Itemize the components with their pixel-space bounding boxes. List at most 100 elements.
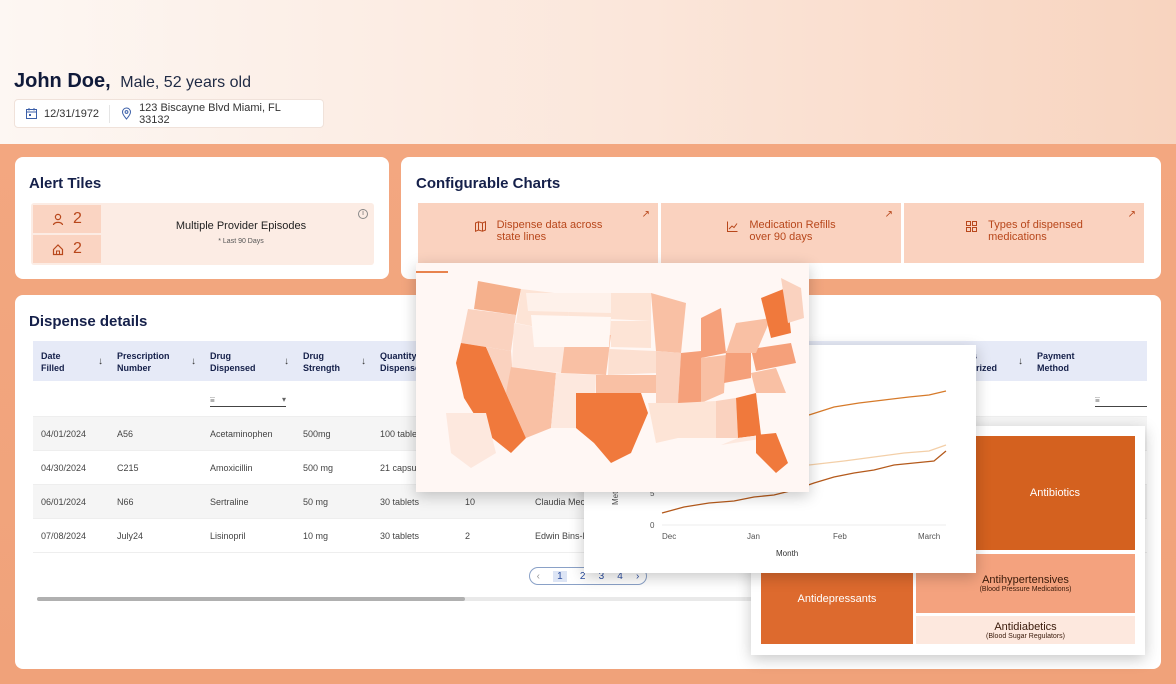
series-lower-line xyxy=(661,450,947,514)
map-state[interactable] xyxy=(531,315,611,347)
page-2-button[interactable]: 2 xyxy=(579,570,586,582)
map-state-florida[interactable] xyxy=(756,433,788,473)
alert-label: Multiple Provider Episodes xyxy=(175,220,307,232)
horizontal-scrollbar[interactable] xyxy=(37,597,1117,601)
col-drug-strength[interactable]: Drug Strength ↓ xyxy=(303,351,366,373)
home-icon xyxy=(52,243,65,256)
configurable-charts-card: Configurable Charts Dispense data across… xyxy=(401,157,1161,279)
drug-filter[interactable]: ⩸ ▾ xyxy=(202,381,295,416)
patient-info-bar: 12/31/1972 123 Biscayne Blvd Miami, FL 3… xyxy=(14,99,324,128)
state-lines-map-popup xyxy=(416,263,809,492)
homes-count-badge: 2 xyxy=(33,235,101,263)
col-prescription-number[interactable]: Prescription Number ↓ xyxy=(117,351,196,373)
y-axis-label: Meth xyxy=(611,487,620,505)
scrollbar-thumb[interactable] xyxy=(37,597,465,601)
configurable-charts-title: Configurable Charts xyxy=(416,175,561,192)
map-state[interactable] xyxy=(726,318,771,353)
map-state-california[interactable] xyxy=(456,343,526,453)
page-3-button[interactable]: 3 xyxy=(598,570,605,582)
patient-name: John Doe, xyxy=(14,70,111,92)
col-quantity-dispensed[interactable]: Quantity Dispense xyxy=(380,351,421,373)
map-state[interactable] xyxy=(611,321,651,348)
map-state-texas[interactable] xyxy=(576,393,648,463)
map-state[interactable] xyxy=(486,347,514,393)
map-state[interactable] xyxy=(474,281,521,315)
map-state[interactable] xyxy=(751,368,786,393)
sort-arrow-icon[interactable]: ↓ xyxy=(191,356,196,367)
map-state[interactable] xyxy=(724,349,751,383)
x-tick-march: March xyxy=(918,532,940,541)
expand-arrow-icon[interactable]: ↗ xyxy=(1127,209,1136,220)
alert-tile[interactable]: 2 2 Multiple Provider Episodes * Last 90… xyxy=(31,203,374,265)
map-state[interactable] xyxy=(701,355,726,403)
map-state[interactable] xyxy=(506,367,556,438)
col-payment-method[interactable]: Payment Method xyxy=(1037,351,1075,373)
address-value: 123 Biscayne Blvd Miami, FL 33132 xyxy=(139,101,281,126)
filter-icon[interactable]: ⩸ xyxy=(1095,395,1147,407)
map-state[interactable] xyxy=(678,401,716,438)
chart-tile-label: Types of dispensed medications xyxy=(988,219,1083,243)
map-state[interactable] xyxy=(721,435,766,445)
map-state[interactable] xyxy=(736,393,761,438)
chart-tile-label: Medication Refills over 90 days xyxy=(749,219,836,243)
expand-arrow-icon[interactable]: ↗ xyxy=(641,209,650,220)
treemap-antidiabetics[interactable]: Antidiabetics (Blood Sugar Regulators) xyxy=(916,616,1135,644)
col-drug-dispensed[interactable]: Drug Dispensed ↓ xyxy=(210,351,289,373)
map-state[interactable] xyxy=(651,293,686,353)
chart-tile-refills[interactable]: Medication Refills over 90 days ↗ xyxy=(661,203,901,263)
chevron-down-icon: ▾ xyxy=(281,395,286,404)
sort-arrow-icon[interactable]: ↓ xyxy=(361,356,366,367)
map-state[interactable] xyxy=(648,403,678,443)
calendar-icon xyxy=(25,107,38,120)
map-state-illinois[interactable] xyxy=(678,351,701,403)
patient-summary: Male, 52 years old xyxy=(120,74,251,91)
chart-tile-label: Dispense data across state lines xyxy=(496,219,603,243)
line-chart: Meth 5 0 Dec Jan Feb March Month xyxy=(611,390,947,558)
map-state[interactable] xyxy=(701,308,726,358)
location-pin-icon xyxy=(120,107,133,120)
series-upper-line xyxy=(808,390,947,416)
page-4-button[interactable]: 4 xyxy=(617,570,623,582)
filter-dropdown[interactable]: ⩸ ▾ xyxy=(210,395,286,407)
chart-tile-state-lines[interactable]: Dispense data across state lines ↗ xyxy=(418,203,658,263)
chart-tile-types[interactable]: Types of dispensed medications ↗ xyxy=(904,203,1144,263)
line-chart-icon xyxy=(726,220,739,233)
address-field: 123 Biscayne Blvd Miami, FL 33132 xyxy=(109,101,323,126)
expand-arrow-icon[interactable]: ↗ xyxy=(884,209,893,220)
person-icon xyxy=(52,213,65,226)
x-tick-dec: Dec xyxy=(662,532,676,541)
map-state-alaska[interactable] xyxy=(446,413,496,468)
map-state[interactable] xyxy=(656,351,681,403)
dispense-details-title: Dispense details xyxy=(29,313,148,330)
prev-page-button[interactable]: ‹ xyxy=(536,570,540,582)
map-state[interactable] xyxy=(611,293,651,321)
providers-count-badge: 2 xyxy=(33,205,101,233)
map-icon xyxy=(474,220,487,233)
y-tick-0: 0 xyxy=(650,521,655,530)
info-icon[interactable]: i xyxy=(358,209,368,219)
x-tick-jan: Jan xyxy=(747,532,760,541)
map-state[interactable] xyxy=(781,278,804,323)
col-date-filled[interactable]: Date Filled ↓ xyxy=(41,351,103,373)
map-state[interactable] xyxy=(526,293,616,313)
alert-sublabel: * Last 90 Days xyxy=(218,238,264,245)
sort-arrow-icon[interactable]: ↓ xyxy=(98,356,103,367)
x-tick-feb: Feb xyxy=(833,532,847,541)
map-state[interactable] xyxy=(596,375,656,393)
map-state-new-york[interactable] xyxy=(761,288,791,338)
map-state[interactable] xyxy=(751,343,796,371)
payment-filter[interactable]: ⩸ xyxy=(1087,381,1147,416)
map-state[interactable] xyxy=(461,309,516,351)
alert-tiles-title: Alert Tiles xyxy=(29,175,102,192)
alert-tiles-card: Alert Tiles 2 2 Multiple Provider Episod… xyxy=(15,157,389,279)
x-axis-label: Month xyxy=(776,549,798,558)
map-state[interactable] xyxy=(608,349,656,375)
providers-count: 2 xyxy=(73,210,82,227)
treemap-antibiotics[interactable]: Antibiotics xyxy=(975,436,1135,550)
sort-arrow-icon[interactable]: ↓ xyxy=(284,356,289,367)
sort-arrow-icon[interactable]: ↓ xyxy=(1018,356,1023,367)
next-page-button[interactable]: › xyxy=(636,570,640,582)
map-state[interactable] xyxy=(716,398,738,438)
patient-heading: John Doe, Male, 52 years old xyxy=(14,70,251,93)
page-1-button[interactable]: 1 xyxy=(553,570,567,582)
